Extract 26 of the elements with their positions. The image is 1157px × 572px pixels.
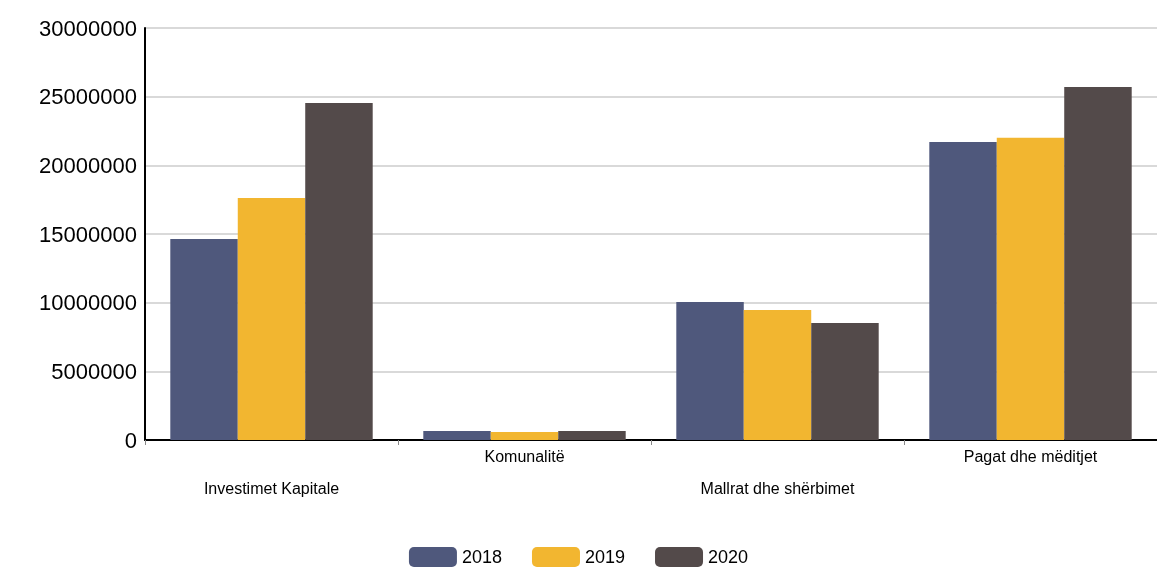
legend-label: 2018	[461, 547, 502, 567]
legend-label: 2020	[708, 547, 749, 567]
y-tick-label: 30000000	[39, 15, 137, 41]
y-tick-label: 0	[124, 427, 137, 453]
x-tick-label: Mallrat dhe shërbimet	[700, 479, 855, 497]
bar	[170, 238, 238, 440]
bar	[305, 102, 373, 440]
bar	[929, 141, 997, 440]
bar	[490, 432, 559, 440]
x-tick-label: Investimet Kapitale	[203, 479, 340, 497]
bar	[811, 322, 879, 440]
x-tick-label: Pagat dhe mëditjet	[963, 447, 1098, 465]
y-tick-label: 25000000	[39, 84, 137, 110]
y-tick-label: 15000000	[39, 221, 137, 247]
legend-label: 2019	[584, 547, 626, 567]
y-tick-label: 20000000	[39, 152, 137, 178]
bar	[996, 137, 1065, 440]
bar	[1064, 86, 1132, 440]
y-tick-label: 10000000	[39, 290, 137, 316]
x-tick-label: Komunalitë	[484, 447, 565, 465]
y-tick-label: 5000000	[51, 358, 137, 384]
bar	[676, 301, 744, 440]
bar	[558, 431, 626, 440]
bar	[743, 309, 812, 440]
bar	[423, 431, 491, 440]
bar	[237, 198, 306, 440]
